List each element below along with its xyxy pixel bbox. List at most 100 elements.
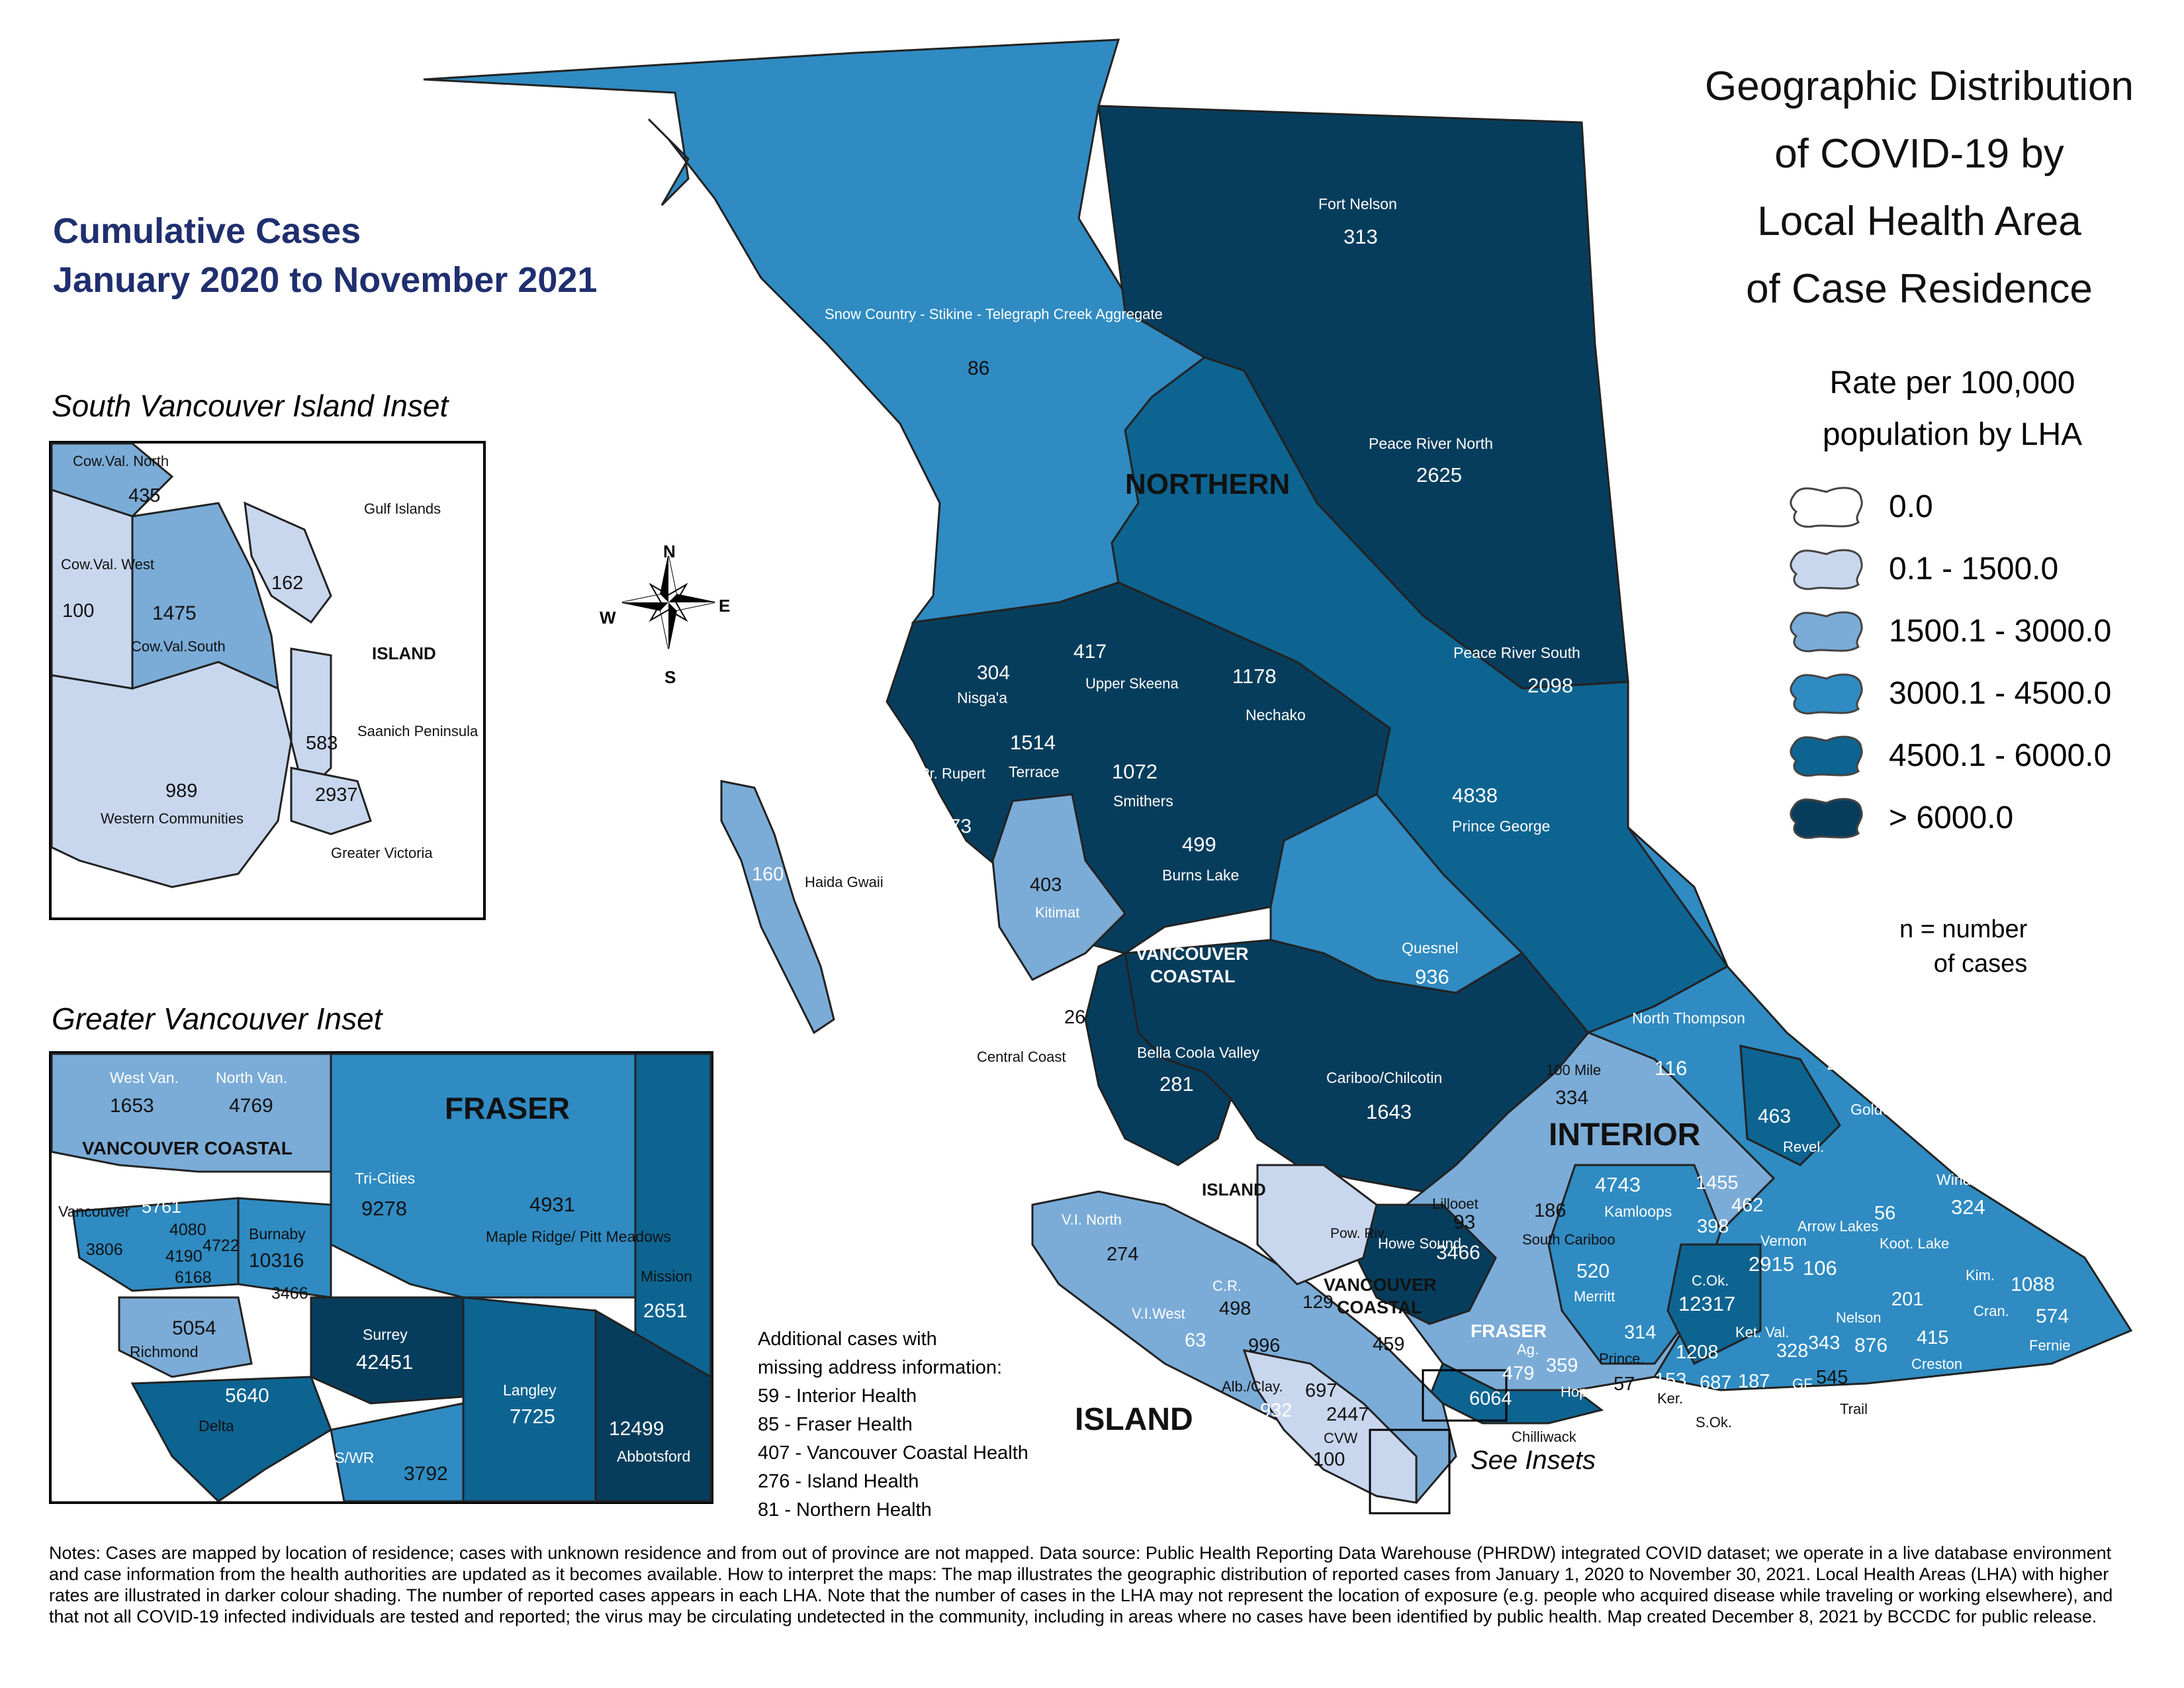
svi-region: ISLAND [372,643,436,663]
svi-cow-val-west [50,488,134,690]
lha-label-haida: Haida Gwaii [805,874,884,890]
gv-surrey [310,1296,465,1405]
lha-label-arrow-lakes: Arrow Lakes [1797,1218,1878,1235]
lha-n-cvw: 100 [1313,1449,1345,1470]
lha-n-chilliwack: 6064 [1469,1388,1512,1409]
gv-n-sub-4080: 4080 [169,1221,206,1239]
lha-n-996: 996 [1248,1335,1280,1356]
lha-n-343: 343 [1808,1333,1840,1354]
region-interior: INTERIOR [1549,1117,1700,1152]
compass-n: N [663,541,676,561]
map-title-line4: of Case Residence [1746,266,2093,312]
legend-item: 0.0 [1787,475,2111,538]
legend-item: 3000.1 - 4500.0 [1787,662,2111,724]
region-vc-4: COASTAL [1337,1297,1422,1317]
gv-n-delta: 5640 [225,1385,269,1407]
lha-label-kitimat: Kitimat [1035,904,1079,921]
region-island-label: ISLAND [1202,1180,1266,1199]
lha-label-smithers: Smithers [1113,792,1173,810]
gv-label-north-van: North Van. [216,1069,287,1086]
lha-n-vi-north: 274 [1107,1244,1138,1265]
gv-label-ss-wr: SS/WR [324,1449,374,1466]
lha-label-s-ok: S.Ok. [1696,1414,1732,1430]
gv-inset-title: Greater Vancouver Inset [52,1002,383,1036]
map-title-line3: Local Health Area [1757,199,2081,244]
lha-n-haida: 160 [752,864,784,885]
map-title-line2: of COVID-19 by [1774,131,2064,177]
n-cases-line1: n = number [1899,915,2028,943]
compass-rose [621,555,715,649]
svi-cow-val-north [50,442,174,518]
lha-n-kitimat: 403 [1030,874,1062,896]
gv-n-new-west: 3466 [271,1284,308,1303]
gv-n-richmond: 5054 [172,1317,216,1339]
gv-region-fraser: FRASER [445,1091,570,1125]
lha-n-revel: 463 [1758,1105,1791,1127]
headline-line2: January 2020 to November 2021 [53,260,598,300]
svi-inset-title: South Vancouver Island Inset [52,389,449,423]
lha-n-upper-skeena: 417 [1073,641,1107,663]
lha-label-trail: Trail [1840,1401,1868,1417]
lha-n-smithers: 1072 [1112,760,1158,783]
lha-label-100-mile: 100 Mile [1546,1062,1601,1078]
legend-label: 4500.1 - 6000.0 [1889,737,2112,773]
lha-label-quesnel: Quesnel [1402,939,1459,957]
lha-n-nelson: 876 [1854,1335,1888,1356]
svi-n-western: 989 [165,780,197,802]
gv-label-langley: Langley [503,1382,557,1399]
gv-n-sub-4722: 4722 [203,1237,240,1255]
lha-label-cvw: CVW [1324,1430,1358,1446]
n-cases-line2: of cases [1933,950,2028,978]
svi-greater-victoria [290,767,372,835]
lha-n-ag: 479 [1502,1363,1534,1384]
lha-label-gf: GF [1792,1376,1813,1392]
lha-label-hope: Hope [1561,1383,1596,1400]
lha-label-creston: Creston [1911,1356,1962,1372]
gv-langley [462,1296,597,1503]
gv-label-surrey: Surrey [363,1326,408,1343]
gv-n-sub-4190: 4190 [165,1247,203,1266]
missing-item: 407 - Vancouver Coastal Health [758,1442,1028,1464]
lha-label-nisgaa: Nisga'a [957,689,1007,706]
lha-label-vernon: Vernon [1760,1233,1807,1249]
gv-label-mission: Mission [641,1268,692,1285]
inset-locator-victoria [1369,1429,1451,1515]
gv-n-tri-cities: 9278 [361,1197,407,1220]
lha-label-chilliwack: Chilliwack [1512,1429,1577,1445]
lha-label-ket-val: Ket. Val. [1735,1324,1790,1340]
lha-n-quesnel: 936 [1415,965,1449,988]
lha-n-north-thompson: 116 [1655,1056,1687,1080]
n-cases-note: n = number of cases [1899,912,2027,981]
svi-label-saanich: Saanich Peninsula [357,723,478,739]
lha-n-314: 314 [1624,1322,1656,1343]
lha-n-cariboo: 1643 [1366,1100,1412,1123]
lha-n-cran: 1088 [2011,1274,2055,1295]
lha-label-koot-lake: Koot. Lake [1880,1235,1949,1252]
map-title: Geographic Distribution of COVID-19 by L… [1641,53,2184,323]
svi-gulf-islands [244,501,332,624]
svi-n-cvs: 1475 [152,602,197,624]
missing-item: 85 - Fraser Health [758,1414,913,1435]
lha-n-south-cariboo: 186 [1534,1200,1566,1221]
lha-haida-gwaii [720,780,835,1035]
lha-n-pow-riv: 129 [1302,1291,1334,1312]
lha-n-gf: 328 [1776,1340,1808,1362]
lha-label-pr-rupert: Pr. Rupert [920,765,985,782]
gv-label-west-van: West Van. [110,1069,179,1086]
lha-n-pg: 4838 [1452,784,1498,807]
lha-n-vernon: 2915 [1749,1252,1794,1276]
lha-n-c-ok: 12317 [1678,1292,1735,1315]
lha-n-kamloops: 4743 [1595,1173,1641,1196]
lha-n-1208: 1208 [1676,1342,1719,1363]
svi-label-gulf: Gulf Islands [364,500,441,517]
legend-label: 1500.1 - 3000.0 [1889,613,2112,649]
gv-label-vancouver: Vancouver [58,1203,130,1220]
missing-heading-1: Additional cases with [758,1329,937,1350]
legend-swatch [1790,673,1863,715]
lha-label-terrace: Terrace [1009,763,1060,780]
region-northern: NORTHERN [1125,468,1290,500]
gv-region-vc: VANCOUVER COASTAL [82,1138,293,1158]
legend-title-line1: Rate per 100,000 [1829,365,2075,400]
svi-label-western: Western Communities [101,810,244,827]
legend-label: 0.1 - 1500.0 [1889,551,2059,586]
